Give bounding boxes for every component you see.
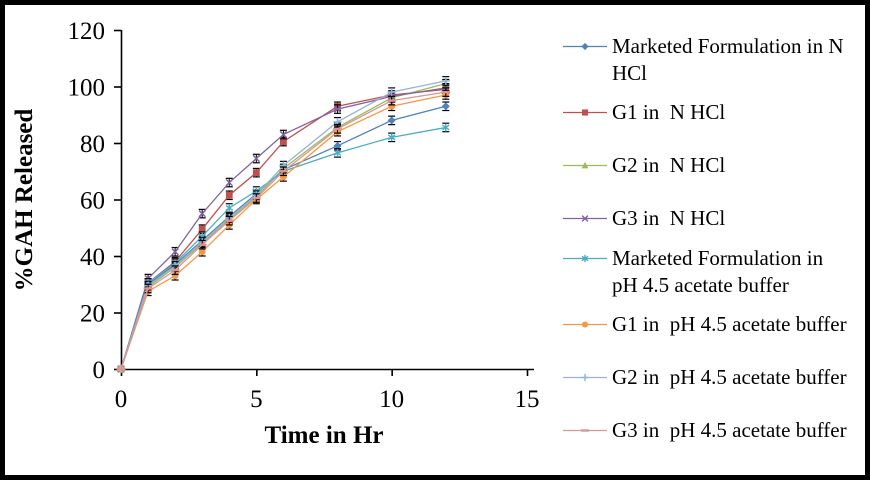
legend-label: G2 in pH 4.5 acetate buffer <box>612 365 847 389</box>
legend-entry: G2 in pH 4.5 acetate buffer <box>561 364 847 391</box>
legend-diamond-marker-icon <box>563 42 607 51</box>
y-tick-label: 100 <box>68 75 106 102</box>
series-g2-in-n-hcl <box>117 78 450 373</box>
series-line <box>120 126 446 370</box>
legend-plus-marker-icon <box>563 373 607 382</box>
y-tick-label: 20 <box>80 301 105 328</box>
legend-star-marker-icon <box>563 254 607 263</box>
legend-label: G1 in pH 4.5 acetate buffer <box>612 312 847 336</box>
series-g3-in-n-hcl <box>117 83 450 373</box>
series-g2-in-ph-4-5-acetate-buffer <box>117 76 450 373</box>
y-tick-label: 60 <box>80 188 105 215</box>
legend-entry: G3 in N HCl <box>561 205 725 232</box>
x-tick-label: 0 <box>115 386 128 413</box>
legend-circle-marker-icon <box>563 321 607 328</box>
series-line <box>120 87 446 370</box>
legend-entry: G2 in N HCl <box>561 152 725 179</box>
series-line <box>120 94 446 370</box>
series-markers <box>116 90 451 371</box>
legend-item-marketed-formulation-in-n-hcl: Marketed Formulation in N HCl <box>561 33 863 86</box>
series-line <box>120 83 446 370</box>
axes: 0 20 40 60 80 100 120 0 5 10 15 <box>68 18 540 413</box>
series-g1-in-ph-4-5-acetate-buffer <box>117 90 450 373</box>
legend-item-g1-in-n-hcl: G1 in N HCl <box>561 86 863 139</box>
x-tick-label: 10 <box>379 386 404 413</box>
legend-entry: G1 in N HCl <box>561 99 725 126</box>
legend-x-marker-icon <box>563 215 607 222</box>
legend-item-marketed-formulation-in-ph-4-5-acetate-buffer: Marketed Formulation in pH 4.5 acetate b… <box>561 245 863 298</box>
legend-entry: Marketed Formulation in pH 4.5 acetate b… <box>561 245 854 299</box>
legend-dash-marker-icon <box>563 429 607 432</box>
y-tick-label: 120 <box>68 18 106 45</box>
chart-canvas: 0 20 40 60 80 100 120 0 5 10 15 Time in Hr %GAH Re… <box>11 18 540 449</box>
legend-entry: G1 in pH 4.5 acetate buffer <box>561 311 847 338</box>
legend-item-g1-in-ph-4-5-acetate-buffer: G1 in pH 4.5 acetate buffer <box>561 298 863 351</box>
series-markers <box>117 79 450 373</box>
legend-triangle-marker-icon <box>563 161 607 169</box>
legend-label: G2 in N HCl <box>612 153 726 177</box>
legend-label: G3 in pH 4.5 acetate buffer <box>612 418 847 442</box>
legend-item-g3-in-n-hcl: G3 in N HCl <box>561 192 863 245</box>
legend-label: G3 in N HCl <box>612 206 726 230</box>
legend-item-g2-in-ph-4-5-acetate-buffer: G2 in pH 4.5 acetate buffer <box>561 351 863 404</box>
error-bars <box>144 101 450 290</box>
error-bars <box>144 90 450 297</box>
series-markers <box>117 84 450 373</box>
series-line <box>120 91 446 370</box>
x-tick-label: 5 <box>250 386 263 413</box>
y-axis-title: %GAH Released <box>11 109 38 292</box>
series-line <box>120 105 446 370</box>
legend-entry: G3 in pH 4.5 acetate buffer <box>561 417 847 444</box>
legend-item-g3-in-ph-4-5-acetate-buffer: G3 in pH 4.5 acetate buffer <box>561 404 863 457</box>
error-bars <box>144 78 450 292</box>
series-g3-in-ph-4-5-acetate-buffer <box>116 87 451 371</box>
legend-label: G1 in N HCl <box>612 100 726 124</box>
series-g1-in-n-hcl <box>117 84 450 373</box>
y-tick-label: 80 <box>80 131 105 158</box>
legend-label: Marketed Formulation in pH 4.5 acetate b… <box>612 246 829 297</box>
plot-area <box>116 76 451 373</box>
series-marketed-formulation-in-ph-4-5-acetate-buffer <box>117 122 450 373</box>
series-line <box>120 80 446 370</box>
x-tick-label: 15 <box>515 386 540 413</box>
y-tick-label: 40 <box>80 244 105 271</box>
chart-legend: Marketed Formulation in N HCl G1 in N HCl… <box>561 33 863 457</box>
error-bars <box>144 76 450 291</box>
y-tick-label: 0 <box>93 357 106 384</box>
legend-label: Marketed Formulation in N HCl <box>612 34 849 85</box>
legend-entry: Marketed Formulation in N HCl <box>561 33 854 87</box>
series-markers <box>117 85 450 373</box>
legend-square-marker-icon <box>563 109 607 116</box>
legend-item-g2-in-n-hcl: G2 in N HCl <box>561 139 863 192</box>
x-axis-title: Time in Hr <box>265 422 384 449</box>
series-markers <box>117 76 450 373</box>
